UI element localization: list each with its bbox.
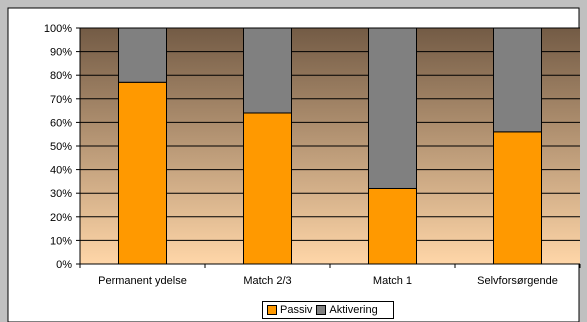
legend-swatch-aktivering — [316, 305, 327, 315]
legend-label-aktivering: Aktivering — [329, 304, 378, 316]
bar-passiv-3 — [493, 131, 542, 265]
legend-swatch-passiv — [267, 305, 277, 315]
x-category-label: Match 2/3 — [243, 275, 291, 287]
bar-aktivering-3 — [493, 27, 542, 133]
legend: Passiv Aktivering — [262, 301, 394, 319]
y-tick-label: 70% — [50, 94, 72, 106]
x-category-label: Selvforsørgende — [477, 275, 558, 287]
y-tick-label: 10% — [50, 235, 72, 247]
bar-passiv-0 — [118, 81, 167, 265]
y-tick-label: 50% — [50, 141, 72, 153]
y-tick-label: 20% — [50, 212, 72, 224]
legend-item-aktivering: Aktivering — [316, 304, 378, 316]
bar-aktivering-0 — [118, 27, 167, 83]
legend-label-passiv: Passiv — [280, 304, 313, 316]
y-tick-label: 80% — [50, 70, 72, 82]
bar-passiv-1 — [243, 112, 292, 265]
y-tick-label: 90% — [50, 47, 72, 59]
bar-aktivering-2 — [368, 27, 417, 189]
bar-passiv-2 — [368, 187, 417, 265]
bar-aktivering-1 — [243, 27, 292, 114]
y-tick-label: 60% — [50, 117, 72, 129]
legend-item-passiv: Passiv — [267, 304, 312, 316]
y-tick-label: 0% — [56, 259, 72, 271]
x-category-label: Permanent ydelse — [98, 275, 187, 287]
x-category-label: Match 1 — [373, 275, 412, 287]
y-tick-label: 100% — [44, 23, 72, 35]
y-tick-label: 40% — [50, 165, 72, 177]
y-tick-label: 30% — [50, 188, 72, 200]
